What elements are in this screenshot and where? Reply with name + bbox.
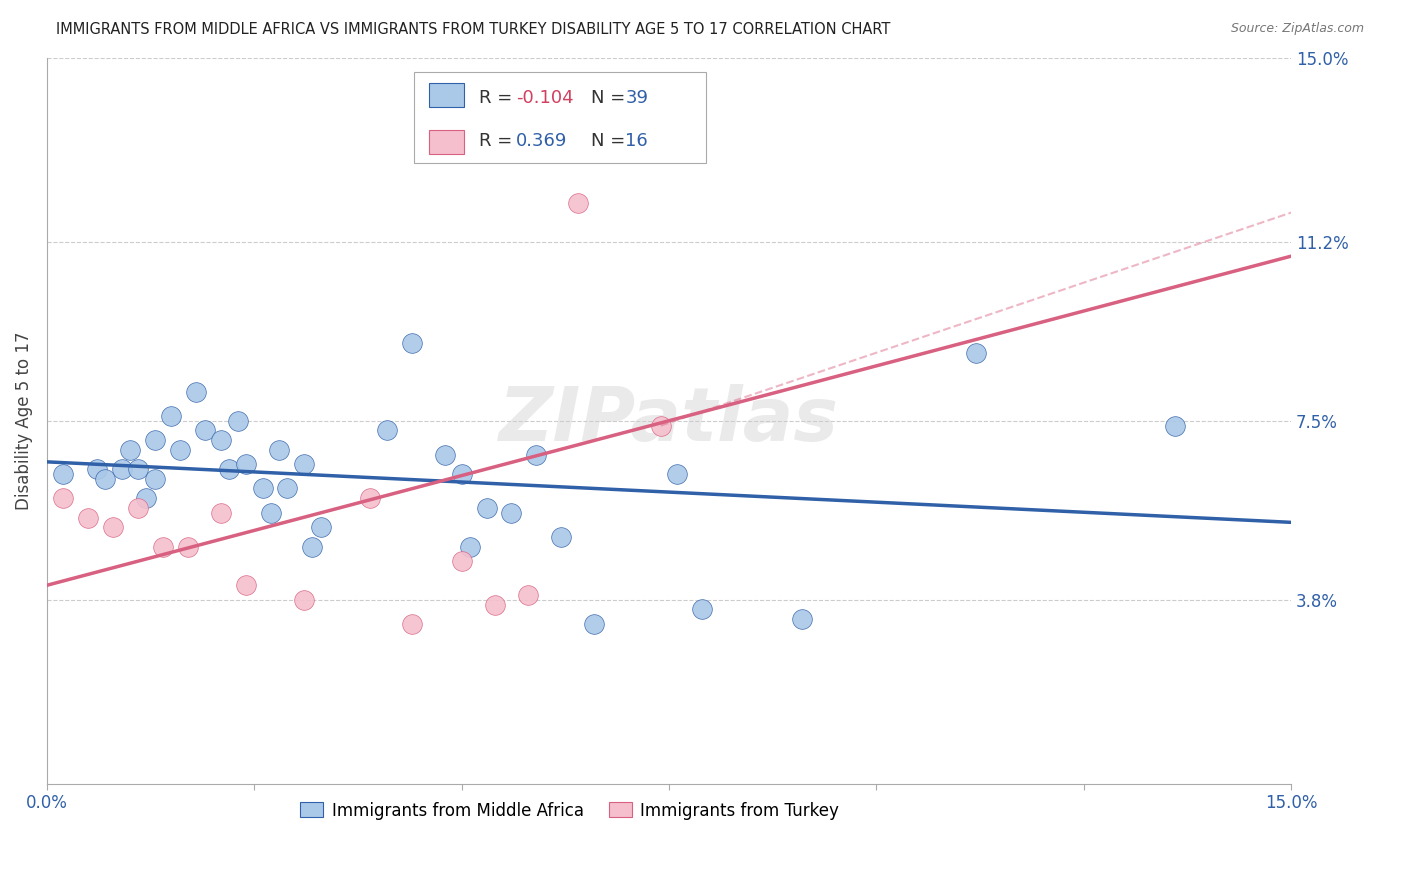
Point bbox=[501, 506, 523, 520]
Point bbox=[567, 195, 589, 210]
Point bbox=[235, 457, 257, 471]
Point bbox=[235, 578, 257, 592]
Point bbox=[550, 530, 572, 544]
Point bbox=[110, 462, 132, 476]
Point bbox=[169, 442, 191, 457]
Text: 16: 16 bbox=[626, 132, 648, 150]
Point bbox=[152, 540, 174, 554]
Text: -0.104: -0.104 bbox=[516, 88, 574, 107]
Point bbox=[309, 520, 332, 534]
Text: 0.369: 0.369 bbox=[516, 132, 568, 150]
Point bbox=[127, 462, 149, 476]
Point bbox=[965, 346, 987, 360]
Point bbox=[292, 592, 315, 607]
Point bbox=[690, 602, 713, 616]
Point bbox=[94, 472, 117, 486]
Point bbox=[475, 500, 498, 515]
Point bbox=[209, 506, 232, 520]
Point bbox=[177, 540, 200, 554]
Text: Source: ZipAtlas.com: Source: ZipAtlas.com bbox=[1230, 22, 1364, 36]
Point bbox=[524, 448, 547, 462]
Point bbox=[226, 414, 249, 428]
Point bbox=[450, 554, 472, 568]
Point bbox=[186, 384, 208, 399]
Point bbox=[1164, 418, 1187, 433]
Point bbox=[484, 598, 506, 612]
Point bbox=[118, 442, 141, 457]
Text: N =: N = bbox=[591, 132, 631, 150]
Point bbox=[292, 457, 315, 471]
Point bbox=[458, 540, 481, 554]
Point bbox=[52, 467, 75, 481]
Point bbox=[193, 423, 215, 437]
Point bbox=[135, 491, 157, 505]
Point bbox=[103, 520, 125, 534]
Point bbox=[86, 462, 108, 476]
Point bbox=[160, 409, 183, 423]
FancyBboxPatch shape bbox=[429, 130, 464, 154]
Point bbox=[276, 482, 298, 496]
Text: 39: 39 bbox=[626, 88, 648, 107]
Point bbox=[583, 617, 606, 632]
Point bbox=[650, 418, 672, 433]
Text: IMMIGRANTS FROM MIDDLE AFRICA VS IMMIGRANTS FROM TURKEY DISABILITY AGE 5 TO 17 C: IMMIGRANTS FROM MIDDLE AFRICA VS IMMIGRA… bbox=[56, 22, 890, 37]
Point bbox=[52, 491, 75, 505]
Point bbox=[260, 506, 283, 520]
Point bbox=[143, 433, 166, 447]
Point bbox=[666, 467, 689, 481]
Point bbox=[269, 442, 291, 457]
Text: ZIPatlas: ZIPatlas bbox=[499, 384, 839, 458]
Y-axis label: Disability Age 5 to 17: Disability Age 5 to 17 bbox=[15, 332, 32, 510]
Text: R =: R = bbox=[478, 132, 523, 150]
Point bbox=[401, 336, 423, 351]
Point bbox=[301, 540, 323, 554]
Point bbox=[252, 482, 274, 496]
Point bbox=[517, 588, 540, 602]
Legend: Immigrants from Middle Africa, Immigrants from Turkey: Immigrants from Middle Africa, Immigrant… bbox=[294, 795, 846, 826]
FancyBboxPatch shape bbox=[413, 72, 706, 163]
Point bbox=[209, 433, 232, 447]
Text: R =: R = bbox=[478, 88, 517, 107]
Point bbox=[359, 491, 381, 505]
Point bbox=[143, 472, 166, 486]
Point bbox=[77, 510, 100, 524]
Point bbox=[375, 423, 398, 437]
Point bbox=[218, 462, 240, 476]
Text: N =: N = bbox=[591, 88, 631, 107]
Point bbox=[127, 500, 149, 515]
Point bbox=[401, 617, 423, 632]
FancyBboxPatch shape bbox=[429, 83, 464, 107]
Point bbox=[450, 467, 472, 481]
Point bbox=[434, 448, 457, 462]
Point bbox=[790, 612, 813, 626]
